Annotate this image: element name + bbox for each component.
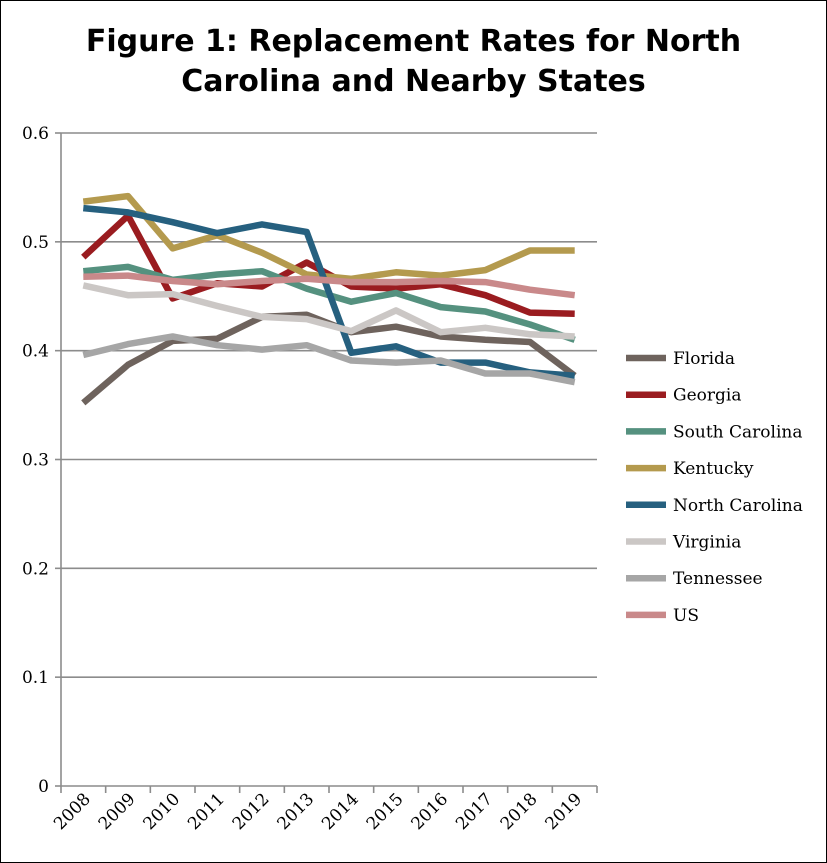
series-lines xyxy=(81,192,577,406)
x-tick-label: 2019 xyxy=(541,789,586,834)
chart-title: Figure 1: Replacement Rates for North Ca… xyxy=(0,22,827,102)
x-tick-label: 2012 xyxy=(229,789,274,834)
x-tick-label: 2010 xyxy=(139,789,184,834)
legend-label: Kentucky xyxy=(673,459,754,479)
legend-label: North Carolina xyxy=(673,496,803,516)
y-tick-label: 0.3 xyxy=(22,451,49,471)
x-tick-label: 2018 xyxy=(497,789,542,834)
y-axis-tick-labels: 0 0.1 0.2 0.3 0.4 0.5 0.6 xyxy=(22,124,49,797)
y-tick-label: 0.5 xyxy=(22,233,49,253)
legend-label: South Carolina xyxy=(673,422,802,442)
legend-label: Georgia xyxy=(673,386,741,406)
x-tick-label: 2015 xyxy=(363,789,408,834)
x-tick-label: 2013 xyxy=(273,789,318,834)
y-tick-label: 0.1 xyxy=(22,668,49,688)
legend-label: Virginia xyxy=(672,533,741,553)
legend-label: US xyxy=(673,606,699,626)
x-tick-label: 2016 xyxy=(407,789,452,834)
y-tick-label: 0.6 xyxy=(22,124,49,144)
y-tick-label: 0.2 xyxy=(22,559,49,579)
chart-title-line-2: Carolina and Nearby States xyxy=(181,64,646,99)
legend-label: Tennessee xyxy=(673,569,763,589)
legend-label: Florida xyxy=(673,349,735,369)
x-tick-label: 2017 xyxy=(452,789,497,834)
x-tick-label: 2014 xyxy=(318,789,363,834)
x-tick-label: 2011 xyxy=(184,789,229,834)
series-line-virginia xyxy=(82,282,575,340)
y-tick-label: 0.4 xyxy=(22,342,49,362)
legend: Florida Georgia South Carolina Kentucky Nort… xyxy=(626,349,803,626)
series-line-tennessee xyxy=(82,333,576,386)
x-axis-tick-labels: 2008 2009 2010 2011 2012 2013 2014 2015 2016 2017… xyxy=(50,789,586,834)
series-line-north-carolina xyxy=(82,204,575,379)
x-tick-label: 2008 xyxy=(50,789,95,834)
y-tick-label: 0 xyxy=(38,777,49,797)
x-tick-label: 2009 xyxy=(95,789,140,834)
series-line-kentucky xyxy=(82,192,575,283)
axes xyxy=(55,132,598,793)
chart-title-line-1: Figure 1: Replacement Rates for North xyxy=(85,24,742,59)
series-line-us xyxy=(83,272,576,299)
